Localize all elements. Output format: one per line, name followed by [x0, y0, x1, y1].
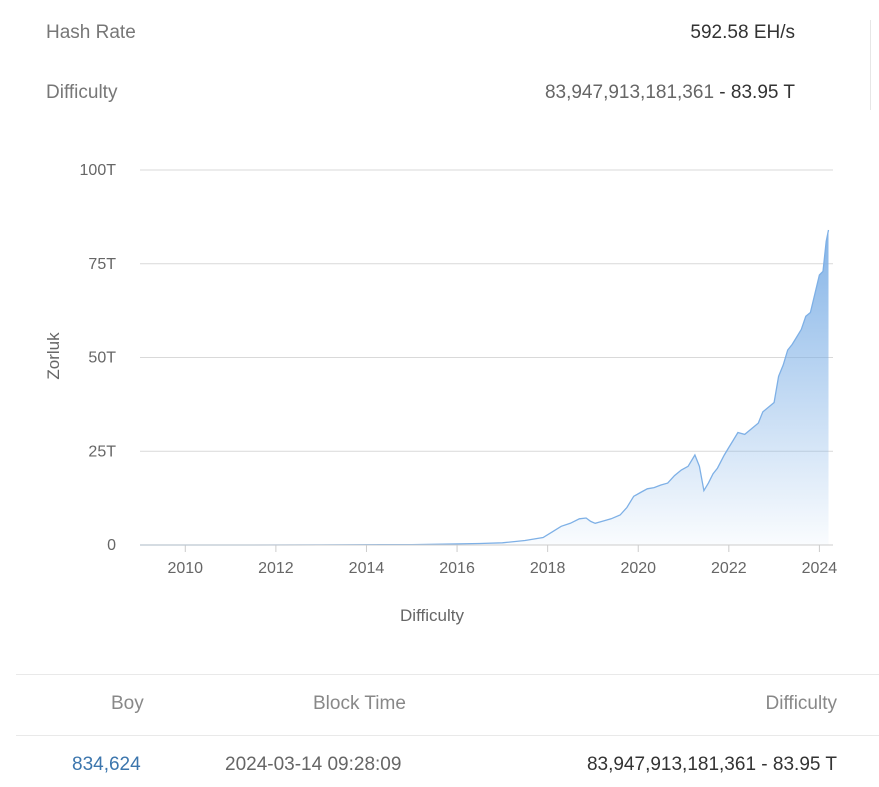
hash-rate-value: 592.58 EH/s: [690, 22, 795, 43]
block-height-link[interactable]: 834,624: [72, 754, 141, 775]
y-tick-label: 75T: [88, 256, 116, 273]
x-tick-label: 2022: [711, 560, 747, 577]
y-axis-ticks: 0 25T 50T 75T 100T: [80, 162, 117, 554]
difficulty-line: [140, 229, 830, 546]
col-header-difficulty[interactable]: Difficulty: [765, 693, 837, 714]
y-tick-label: 50T: [88, 350, 116, 367]
hash-rate-label: Hash Rate: [46, 22, 136, 43]
difficulty-row: Difficulty 83,947,913,181,361 - 83.95 T: [46, 82, 795, 112]
grid-lines: [140, 169, 833, 452]
x-tick-label: 2012: [258, 560, 294, 577]
hash-rate-row: Hash Rate 592.58 EH/s: [46, 22, 795, 52]
table-top-border: [16, 674, 879, 675]
difficulty-value-group: 83,947,913,181,361 - 83.95 T: [545, 82, 795, 104]
block-time: 2024-03-14 09:28:09: [225, 754, 402, 775]
y-axis-title: Zorluk: [44, 332, 63, 380]
x-axis-title: Difficulty: [400, 606, 464, 625]
block-difficulty-value: 83,947,913,181,361: [586, 754, 757, 775]
y-tick-label: 0: [107, 537, 116, 554]
block-difficulty: 83,947,913,181,361 - 83.95 T: [587, 754, 837, 776]
col-header-block-time[interactable]: Block Time: [313, 693, 406, 714]
y-tick-label: 25T: [88, 443, 116, 460]
difficulty-short: 83.95 T: [730, 82, 795, 103]
difficulty-area: [140, 230, 829, 545]
x-tick-label: 2018: [530, 560, 566, 577]
block-difficulty-short: 83.95 T: [772, 754, 837, 775]
difficulty-separator: -: [714, 82, 731, 103]
x-tick-label: 2024: [802, 560, 838, 577]
difficulty-label: Difficulty: [46, 82, 118, 103]
difficulty-value: 83,947,913,181,361: [544, 82, 715, 103]
x-tick-label: 2014: [349, 560, 385, 577]
x-tick-label: 2016: [439, 560, 475, 577]
x-tick-label: 2010: [167, 560, 203, 577]
block-difficulty-separator: -: [756, 754, 773, 775]
x-axis-ticks: 2010 2012 2014 2016 2018 2020 2022 2024: [167, 545, 837, 577]
col-header-height[interactable]: Boy: [111, 693, 144, 714]
x-tick-label: 2020: [620, 560, 656, 577]
y-tick-label: 100T: [80, 162, 117, 179]
table-header-border: [16, 735, 879, 736]
divider: [870, 20, 871, 110]
